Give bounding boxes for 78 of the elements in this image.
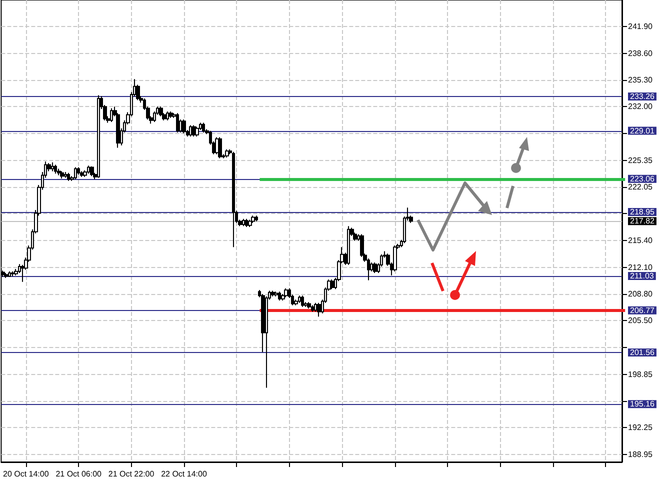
- candlestick: [166, 110, 169, 121]
- ref-line-label: 201.56: [630, 348, 656, 357]
- x-tick-label: 21 Oct 22:00: [108, 470, 155, 478]
- candlestick: [64, 172, 67, 178]
- y-tick-label: 241.90: [628, 22, 654, 32]
- candlestick: [225, 148, 229, 158]
- candlestick: [60, 170, 64, 179]
- y-tick-label: 205.50: [628, 316, 654, 326]
- candlestick: [294, 299, 298, 306]
- candlestick: [74, 166, 77, 180]
- y-tick-label: 208.80: [628, 290, 654, 298]
- candlestick: [317, 302, 321, 318]
- y-tick-label: 232.00: [628, 102, 654, 112]
- candlestick: [202, 122, 205, 133]
- y-tick-label: 222.05: [628, 182, 654, 192]
- candlestick: [314, 302, 317, 312]
- candlestick: [367, 258, 370, 281]
- candlestick: [189, 124, 192, 137]
- candlestick: [159, 106, 163, 117]
- candlestick: [110, 108, 113, 122]
- candlestick: [8, 270, 11, 278]
- candlestick: [251, 215, 255, 224]
- candlestick: [307, 302, 311, 310]
- candlestick: [97, 94, 100, 178]
- candlestick: [311, 304, 314, 312]
- candlestick: [57, 168, 61, 176]
- candlestick: [14, 268, 18, 276]
- ref-line-label: 211.03: [630, 271, 654, 280]
- candlestick: [182, 119, 186, 134]
- candlestick: [54, 164, 57, 174]
- y-tick-label: 212.10: [628, 262, 654, 272]
- candlestick: [169, 110, 173, 118]
- candlestick: [67, 172, 70, 182]
- y-tick-label: 238.60: [628, 48, 654, 58]
- candlestick: [284, 288, 288, 298]
- ref-line-label: 195.16: [630, 400, 656, 409]
- candlestick: [271, 290, 275, 297]
- candlestick: [51, 162, 54, 172]
- y-tick-label: 188.95: [628, 450, 654, 459]
- candlestick: [298, 295, 301, 304]
- y-tick-label: 215.40: [628, 236, 654, 246]
- candlestick: [232, 151, 235, 248]
- x-tick-label: 21 Oct 06:00: [56, 470, 102, 478]
- candlestick: [153, 110, 156, 122]
- candlestick: [176, 112, 179, 133]
- candlestick: [360, 234, 364, 258]
- candlestick: [274, 291, 278, 297]
- ref-line-label: 217.82: [630, 216, 656, 226]
- candlestick: [248, 219, 252, 228]
- candlestick: [87, 165, 90, 174]
- candlestick: [11, 270, 14, 277]
- candlestick: [90, 166, 94, 177]
- candlestick: [245, 218, 248, 228]
- candlestick: [278, 291, 281, 301]
- y-tick-label: 198.85: [628, 370, 654, 379]
- y-tick-label: 192.25: [628, 423, 654, 432]
- ref-line-label: 206.77: [630, 306, 656, 315]
- candlestick: [393, 245, 397, 272]
- x-tick-label: 22 Oct 14:00: [161, 470, 208, 478]
- candlestick: [330, 278, 334, 290]
- candlestick: [195, 126, 199, 137]
- candlestick: [301, 295, 304, 308]
- candlestick: [347, 226, 350, 266]
- y-tick-label: 235.30: [628, 75, 654, 84]
- candlestick: [80, 170, 84, 178]
- ref-line-label: 229.01: [630, 126, 656, 136]
- candlestick: [373, 262, 377, 274]
- x-tick-label: 20 Oct 14:00: [3, 470, 50, 478]
- ref-line-label: 218.95: [630, 208, 656, 217]
- candlestick: [83, 170, 87, 178]
- candlestick: [4, 272, 8, 278]
- ref-line-label: 223.06: [630, 174, 656, 184]
- candlestick: [353, 232, 357, 242]
- ref-line-label: 233.26: [630, 92, 656, 101]
- y-tick-label: 225.35: [628, 156, 654, 165]
- candlestick: [242, 218, 245, 227]
- candlestick: [218, 136, 222, 159]
- candlestick: [255, 215, 258, 222]
